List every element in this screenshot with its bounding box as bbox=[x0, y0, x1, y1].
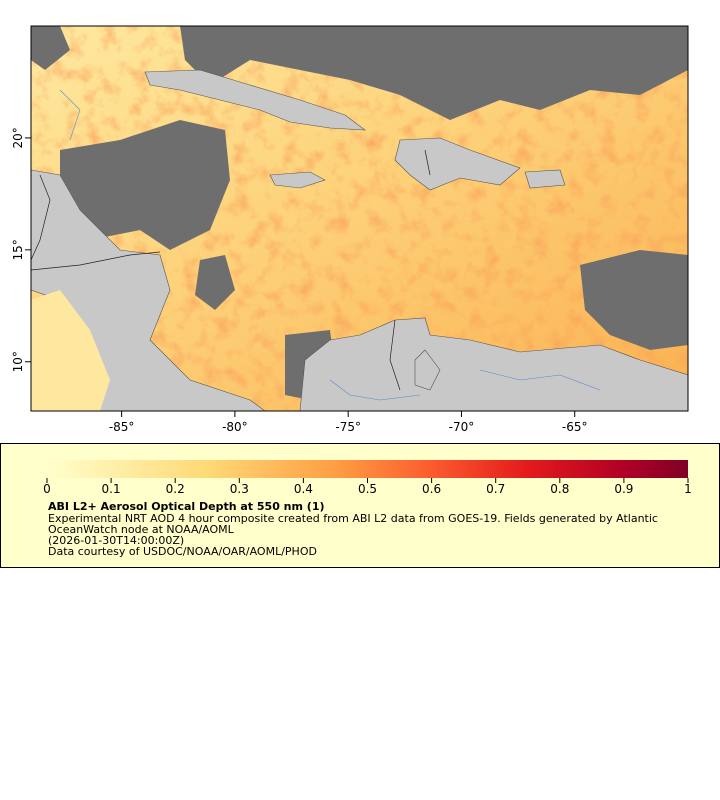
colorbar-tick-label: 0.5 bbox=[358, 482, 377, 496]
legend-line: OceanWatch node at NOAA/AOML bbox=[48, 523, 235, 536]
colorbar-tick-label: 0.7 bbox=[486, 482, 505, 496]
colorbar-axis: 0 0.1 0.2 0.3 0.4 0.5 0.6 0.7 0.8 0.9 1 bbox=[43, 478, 692, 496]
y-tick-label: 10° bbox=[11, 351, 25, 372]
colorbar-tick-label: 0.2 bbox=[166, 482, 185, 496]
colorbar-tick-label: 1 bbox=[684, 482, 692, 496]
legend-line: Data courtesy of USDOC/NOAA/OAR/AOML/PHO… bbox=[48, 545, 317, 558]
axes: -85° -80° -75° -70° -65° 10° 15° 20° bbox=[11, 127, 588, 434]
colorbar bbox=[47, 460, 688, 478]
colorbar-tick-label: 0.4 bbox=[294, 482, 313, 496]
colorbar-tick-label: 0 bbox=[43, 482, 51, 496]
colorbar-tick-label: 0.8 bbox=[550, 482, 569, 496]
y-tick-label: 15° bbox=[11, 239, 25, 260]
legend-line: Experimental NRT AOD 4 hour composite cr… bbox=[48, 512, 658, 525]
colorbar-tick-label: 0.6 bbox=[422, 482, 441, 496]
x-tick-label: -80° bbox=[222, 420, 248, 434]
legend-line: (2026-01-30T14:00:00Z) bbox=[48, 534, 184, 547]
colorbar-tick-label: 0.1 bbox=[102, 482, 121, 496]
y-tick-label: 20° bbox=[11, 127, 25, 148]
legend-title: ABI L2+ Aerosol Optical Depth at 550 nm … bbox=[48, 500, 325, 513]
x-tick-label: -75° bbox=[335, 420, 361, 434]
map-frame bbox=[30, 25, 689, 412]
x-tick-label: -65° bbox=[562, 420, 588, 434]
colorbar-tick-label: 0.9 bbox=[614, 482, 633, 496]
x-tick-label: -85° bbox=[109, 420, 135, 434]
map-area bbox=[31, 26, 688, 411]
pacific bbox=[31, 290, 110, 411]
colorbar-tick-label: 0.3 bbox=[230, 482, 249, 496]
x-tick-label: -70° bbox=[449, 420, 475, 434]
borders bbox=[31, 149, 431, 391]
rivers bbox=[59, 89, 601, 401]
